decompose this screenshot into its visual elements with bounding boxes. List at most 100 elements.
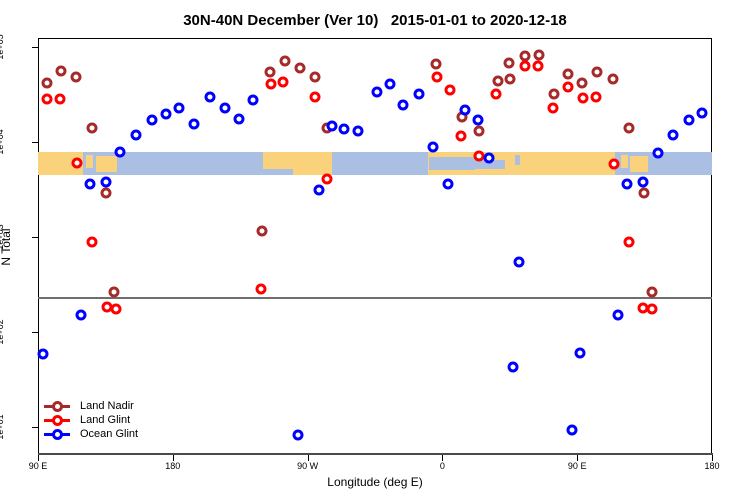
data-point-land-nadir — [55, 65, 67, 77]
data-point-ocean-glint — [188, 118, 200, 130]
data-point-land-glint — [277, 76, 289, 88]
data-point-land-nadir — [492, 75, 504, 87]
ocean-patch — [515, 154, 521, 165]
data-point-ocean-glint — [204, 91, 216, 103]
data-point-land-nadir — [623, 122, 635, 134]
x-axis-tick — [307, 455, 309, 461]
legend-label: Land Nadir — [80, 400, 134, 412]
data-point-ocean-glint — [459, 104, 471, 116]
data-point-land-nadir — [503, 57, 515, 69]
data-point-land-glint — [562, 81, 574, 93]
data-point-land-nadir — [548, 88, 560, 100]
chart-title: 30N-40N December (Ver 10) 2015-01-01 to … — [183, 12, 567, 29]
data-point-ocean-glint — [397, 99, 409, 111]
data-point-ocean-glint — [233, 113, 245, 125]
y-tick-label: 1e+04 — [0, 129, 5, 155]
data-point-ocean-glint — [160, 108, 172, 120]
y-axis-tick — [32, 142, 38, 143]
data-point-ocean-glint — [621, 178, 633, 190]
x-axis-line — [38, 453, 713, 455]
data-point-ocean-glint — [292, 429, 304, 441]
data-point-land-glint — [321, 173, 333, 185]
data-point-land-nadir — [309, 71, 321, 83]
legend: Land Nadir Land Glint Ocean Glint — [44, 399, 138, 441]
data-point-ocean-glint — [352, 125, 364, 137]
data-point-ocean-glint — [652, 147, 664, 159]
data-point-land-glint — [455, 130, 467, 142]
data-point-ocean-glint — [75, 309, 87, 321]
data-point-ocean-glint — [413, 88, 425, 100]
data-point-land-nadir — [646, 286, 658, 298]
x-axis-title: Longitude (deg E) — [327, 475, 423, 489]
data-point-land-nadir — [256, 225, 268, 237]
x-tick-label: 90 W — [297, 461, 319, 471]
data-point-ocean-glint — [637, 176, 649, 188]
data-point-land-glint — [473, 150, 485, 162]
data-point-land-nadir — [279, 55, 291, 67]
data-point-ocean-glint — [84, 178, 96, 190]
x-tick-label: 180 — [165, 461, 181, 471]
x-tick-label: 90 E — [567, 461, 587, 471]
data-point-ocean-glint — [130, 129, 142, 141]
x-axis-tick — [38, 455, 39, 461]
plot-area — [38, 38, 712, 455]
x-axis-tick — [712, 455, 713, 461]
x-tick-label: 0 — [439, 461, 445, 471]
data-point-ocean-glint — [219, 102, 231, 114]
data-point-ocean-glint — [667, 129, 679, 141]
land-patch — [620, 154, 629, 169]
land-patch — [630, 155, 648, 172]
data-point-land-nadir — [41, 77, 53, 89]
data-point-land-glint — [519, 60, 531, 72]
data-point-ocean-glint — [384, 78, 396, 90]
data-point-ocean-glint — [427, 141, 439, 153]
data-point-ocean-glint — [442, 178, 454, 190]
data-point-ocean-glint — [696, 107, 708, 119]
y-tick-label: 1e+02 — [0, 319, 5, 345]
ocean-patch — [428, 156, 476, 171]
data-point-land-glint — [490, 88, 502, 100]
data-point-land-nadir — [638, 187, 650, 199]
land-nadir-marker-icon — [44, 400, 70, 412]
data-point-land-glint — [255, 283, 267, 295]
data-point-ocean-glint — [173, 102, 185, 114]
x-axis-tick — [577, 455, 579, 461]
data-point-ocean-glint — [513, 256, 525, 268]
data-point-land-nadir — [576, 77, 588, 89]
data-point-land-glint — [623, 236, 635, 248]
ocean-patch — [259, 168, 293, 175]
data-point-land-glint — [309, 91, 321, 103]
data-point-land-glint — [444, 84, 456, 96]
data-point-ocean-glint — [574, 347, 586, 359]
y-axis-tick — [32, 237, 38, 238]
legend-item-land-nadir: Land Nadir — [44, 399, 138, 413]
land-patch — [95, 155, 118, 172]
data-point-ocean-glint — [326, 120, 338, 132]
data-point-land-nadir — [562, 68, 574, 80]
legend-item-land-glint: Land Glint — [44, 413, 138, 427]
x-tick-label: 180 — [704, 461, 720, 471]
x-tick-label: 90 E — [28, 461, 48, 471]
data-point-ocean-glint — [37, 348, 49, 360]
data-point-land-nadir — [100, 187, 112, 199]
data-point-ocean-glint — [566, 424, 578, 436]
data-point-land-glint — [110, 303, 122, 315]
reference-line — [38, 296, 712, 299]
data-point-land-glint — [41, 93, 53, 105]
data-point-land-glint — [71, 157, 83, 169]
data-point-land-nadir — [533, 49, 545, 61]
data-point-ocean-glint — [472, 114, 484, 126]
ocean-glint-marker-icon — [44, 428, 70, 440]
y-tick-label: 1e+05 — [0, 34, 5, 60]
legend-item-ocean-glint: Ocean Glint — [44, 427, 138, 441]
x-axis-tick — [172, 455, 174, 461]
y-axis-tick — [32, 332, 38, 333]
data-point-land-nadir — [294, 62, 306, 74]
data-point-land-nadir — [264, 66, 276, 78]
data-point-land-nadir — [86, 122, 98, 134]
data-point-land-glint — [431, 71, 443, 83]
data-point-land-glint — [646, 303, 658, 315]
data-point-ocean-glint — [247, 94, 259, 106]
data-point-land-nadir — [70, 71, 82, 83]
data-point-ocean-glint — [371, 86, 383, 98]
